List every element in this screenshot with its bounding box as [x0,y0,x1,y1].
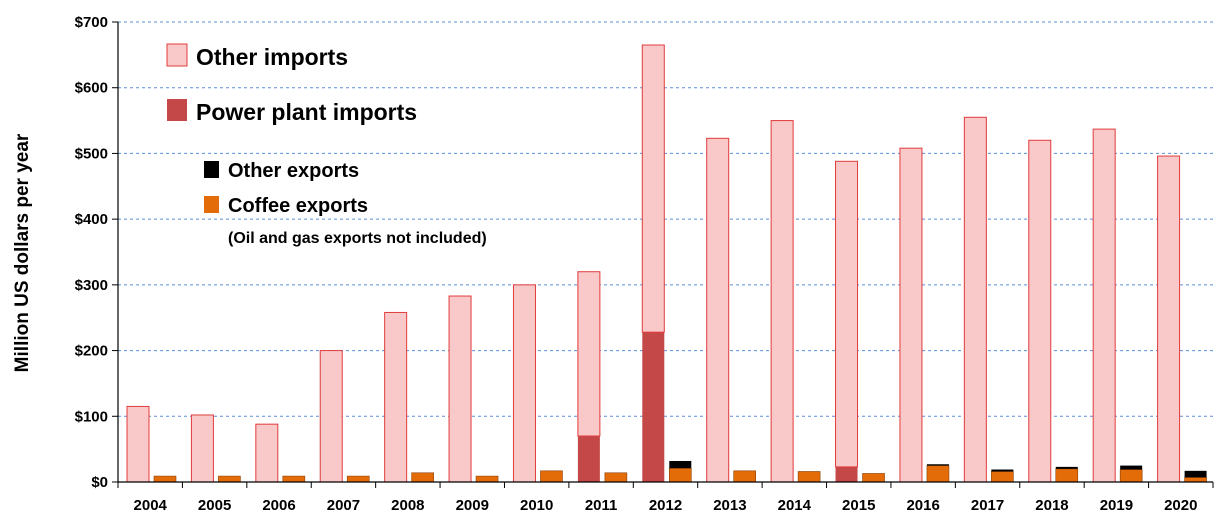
other-imports-bar [448,295,472,483]
other-imports-bar [835,160,859,468]
other-imports-bar [1028,139,1052,483]
other-exports-bar [1055,466,1078,469]
x-tick-label: 2013 [713,497,746,514]
legend-swatch-other-exports [204,161,219,178]
y-tick-label: $500 [75,145,108,162]
legend: Other imports Power plant imports Other … [166,43,487,247]
bars [126,44,1207,483]
other-imports-bar [384,311,408,483]
x-tick-label: 2014 [778,497,812,514]
x-tick-label: 2012 [649,497,682,514]
x-tick-label: 2005 [198,497,231,514]
coffee-exports-bar [540,470,563,483]
other-exports-bar [926,464,949,466]
x-tick-label: 2016 [906,497,939,514]
x-tick-label: 2007 [327,497,360,514]
y-tick-label: $300 [75,277,108,294]
coffee-exports-bar [991,471,1014,483]
coffee-exports-bar [282,475,306,483]
coffee-exports-bar [733,470,757,483]
axes [112,21,1214,488]
y-tick-label: $100 [75,408,108,425]
legend-label-coffee-exports: Coffee exports [228,195,368,217]
y-tick-label: $400 [75,211,108,228]
coffee-exports-bar [668,467,692,483]
other-imports-bar [1157,155,1181,483]
coffee-exports-bar [1055,468,1079,483]
coffee-exports-bar [862,473,885,483]
power-plant-imports-bar [835,466,858,482]
other-imports-bar [512,284,536,483]
other-imports-bar [319,350,343,483]
legend-note: (Oil and gas exports not included) [228,230,487,247]
coffee-exports-bar [797,471,821,483]
legend-swatch-other-imports [166,43,188,67]
other-imports-bar [770,120,794,483]
other-exports-bar [1184,470,1207,478]
coffee-exports-bar [604,472,628,483]
x-tick-label: 2015 [842,497,875,514]
x-tick-label: 2019 [1100,497,1133,514]
other-exports-bar [991,469,1014,472]
coffee-exports-bar [475,475,499,483]
x-tick-label: 2017 [971,497,1004,514]
coffee-exports-bar [926,465,950,483]
power-plant-imports-bar [577,436,600,482]
coffee-exports-bar [346,475,370,483]
x-tick-label: 2011 [585,497,618,514]
x-tick-label: 2008 [391,497,424,514]
other-imports-bar [899,147,923,483]
tick-labels: $0 $100 $200 $300 $400 $500 $600 $700 2004 2005 20… [75,14,1198,514]
y-tick-label: $600 [75,80,108,97]
y-tick-label: $200 [75,343,108,360]
legend-swatch-coffee-exports [204,196,219,213]
y-axis-label: Million US dollars per year [12,133,33,372]
other-imports-bar [706,137,730,483]
x-tick-label: 2004 [134,497,168,514]
coffee-exports-bar [218,475,241,483]
y-tick-label: $700 [75,14,108,31]
x-tick-label: 2018 [1035,497,1068,514]
x-tick-label: 2010 [520,497,553,514]
other-exports-bar [669,460,692,469]
coffee-exports-bar [1119,469,1143,483]
other-exports-bar [1120,465,1143,470]
other-imports-bar [1092,128,1116,483]
coffee-exports-bar [153,475,177,483]
coffee-exports-bar [1184,477,1207,483]
x-tick-label: 2009 [456,497,489,514]
other-imports-bar [126,405,150,483]
other-imports-bar [963,116,987,483]
legend-label-other-exports: Other exports [228,160,359,182]
gridlines [118,21,1213,417]
other-imports-bar [641,44,665,333]
coffee-exports-bar [411,472,434,483]
x-tick-label: 2006 [262,497,295,514]
other-imports-bar [577,271,601,437]
x-tick-label: 2020 [1164,497,1197,514]
legend-label-power-plant-imports: Power plant imports [196,99,417,125]
legend-label-other-imports: Other imports [196,44,348,70]
legend-swatch-power-plant-imports [167,99,187,121]
other-imports-bar [255,423,279,483]
y-tick-label: $0 [91,474,108,491]
other-imports-bar [190,414,214,483]
power-plant-imports-bar [642,332,665,482]
